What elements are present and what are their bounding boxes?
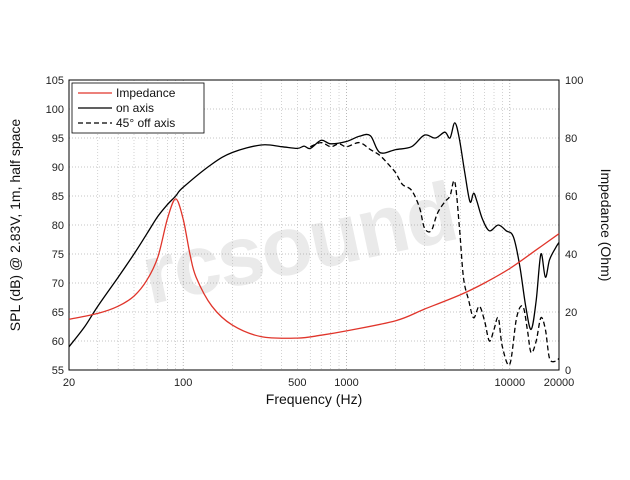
y2-tick-label: 20 (565, 307, 577, 319)
y2-axis-title: Impedance (Ohm) (598, 169, 614, 282)
series-line-off-axis (310, 141, 560, 366)
y-tick-label: 80 (52, 220, 64, 232)
x-tick-label: 20 (63, 377, 75, 389)
y-tick-label: 75 (52, 249, 64, 261)
y2-tick-label: 60 (565, 191, 577, 203)
y-axis-title: SPL (dB) @ 2.83V, 1m, half space (7, 119, 23, 332)
legend-label-impedance: Impedance (116, 86, 176, 100)
y-tick-label: 95 (52, 133, 64, 145)
legend-label-on-axis: on axis (116, 101, 154, 115)
y-tick-label: 60 (52, 336, 64, 348)
x-tick-label: 1000 (334, 377, 358, 389)
y2-tick-label: 40 (565, 249, 577, 261)
y-tick-label: 70 (52, 278, 64, 290)
y-tick-label: 105 (46, 75, 64, 87)
y-tick-label: 55 (52, 365, 64, 377)
legend-box (71, 82, 205, 134)
plot-frame (68, 79, 560, 371)
y2-tick-label: 100 (565, 75, 583, 87)
x-tick-label: 100 (174, 377, 192, 389)
legend-label-off-axis: 45° off axis (116, 116, 175, 130)
series-line-on-axis (68, 122, 560, 348)
x-tick-label: 10000 (495, 377, 526, 389)
y-tick-label: 85 (52, 191, 64, 203)
x-axis-title: Frequency (Hz) (266, 391, 362, 407)
y-tick-label: 65 (52, 307, 64, 319)
x-tick-label: 500 (288, 377, 306, 389)
series-line-impedance (68, 198, 560, 339)
y-tick-label: 90 (52, 162, 64, 174)
series-layer (68, 122, 560, 366)
x-tick-label: 20000 (544, 377, 575, 389)
legend: Impedance on axis 45° off axis (71, 82, 205, 134)
y2-tick-label: 80 (565, 133, 577, 145)
tick-labels: 20 100 500 1000 10000 20000556065707580859095… (46, 75, 584, 389)
y2-tick-label: 0 (565, 365, 571, 377)
y-tick-label: 100 (46, 104, 64, 116)
